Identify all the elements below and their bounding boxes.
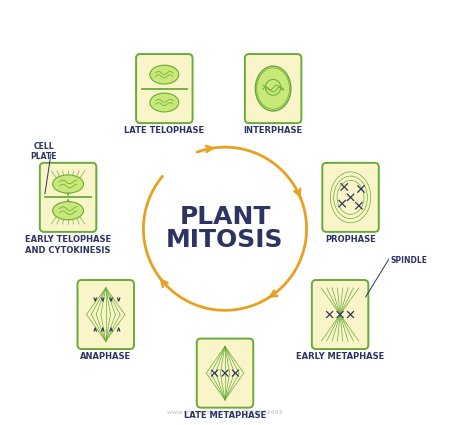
Ellipse shape: [150, 65, 179, 84]
Text: www.shutterstock.com  2006242493: www.shutterstock.com 2006242493: [167, 410, 283, 415]
FancyBboxPatch shape: [77, 280, 134, 349]
FancyBboxPatch shape: [136, 54, 193, 123]
Text: PLANT: PLANT: [179, 205, 271, 229]
Text: LATE TELOPHASE: LATE TELOPHASE: [124, 126, 204, 136]
FancyBboxPatch shape: [312, 280, 368, 349]
Text: PROPHASE: PROPHASE: [325, 235, 376, 244]
Text: EARLY METAPHASE: EARLY METAPHASE: [296, 352, 384, 361]
FancyBboxPatch shape: [322, 163, 379, 232]
Text: INTERPHASE: INTERPHASE: [243, 126, 303, 136]
Text: ANAPHASE: ANAPHASE: [80, 352, 131, 361]
Text: LATE METAPHASE: LATE METAPHASE: [184, 411, 266, 420]
Ellipse shape: [150, 93, 179, 112]
Ellipse shape: [255, 66, 291, 111]
Ellipse shape: [53, 201, 84, 220]
Text: EARLY TELOPHASE
AND CYTOKINESIS: EARLY TELOPHASE AND CYTOKINESIS: [25, 235, 111, 255]
FancyBboxPatch shape: [197, 339, 253, 408]
Text: CELL
PLATE: CELL PLATE: [31, 142, 57, 161]
Text: MITOSIS: MITOSIS: [166, 229, 284, 252]
FancyBboxPatch shape: [245, 54, 302, 123]
Ellipse shape: [266, 79, 281, 95]
Ellipse shape: [53, 175, 84, 193]
Text: SPINDLE: SPINDLE: [390, 255, 427, 265]
FancyBboxPatch shape: [40, 163, 96, 232]
